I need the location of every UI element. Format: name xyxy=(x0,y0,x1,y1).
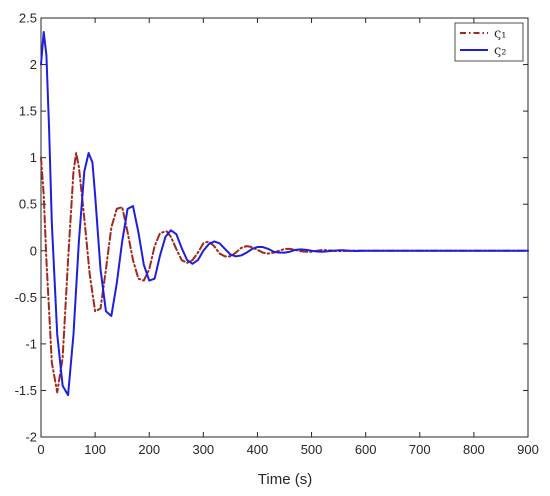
legend: ς₁ ς₂ xyxy=(454,22,524,62)
y-tick-label: 1 xyxy=(30,150,37,165)
series-line-1 xyxy=(40,152,529,394)
y-tick-label: 1.5 xyxy=(19,104,37,119)
x-tick-label: 800 xyxy=(463,442,485,457)
x-tick-label: 400 xyxy=(247,442,269,457)
y-tick-label: -2 xyxy=(25,430,37,445)
legend-label-2: ς₂ xyxy=(494,44,507,59)
x-tick-label: 100 xyxy=(84,442,106,457)
y-tick-label: -0.5 xyxy=(15,290,37,305)
y-tick-label: -1.5 xyxy=(15,383,37,398)
x-axis: 0 100 200 300 400 500 600 700 800 900 xyxy=(37,18,539,457)
x-tick-label: 600 xyxy=(355,442,377,457)
x-tick-label: 500 xyxy=(301,442,323,457)
x-tick-label: 700 xyxy=(409,442,431,457)
x-tick-label: 300 xyxy=(192,442,214,457)
series-layer xyxy=(40,30,529,397)
y-tick-label: 0 xyxy=(30,243,37,258)
y-tick-label: 2.5 xyxy=(19,11,37,26)
y-tick-label: 0.5 xyxy=(19,197,37,212)
x-axis-label: Time (s) xyxy=(258,471,312,488)
legend-label-1: ς₁ xyxy=(494,27,507,42)
x-tick-label: 200 xyxy=(138,442,160,457)
series-line-2 xyxy=(40,30,529,397)
legend-box xyxy=(454,22,524,62)
x-tick-label: 900 xyxy=(517,442,539,457)
y-axis: -2 -1.5 -1 -0.5 0 0.5 1 1.5 2 2.5 xyxy=(15,11,528,445)
y-tick-label: 2 xyxy=(30,57,37,72)
y-tick-label: -1 xyxy=(25,336,37,351)
x-tick-label: 0 xyxy=(37,442,44,457)
plot-area xyxy=(40,17,529,438)
